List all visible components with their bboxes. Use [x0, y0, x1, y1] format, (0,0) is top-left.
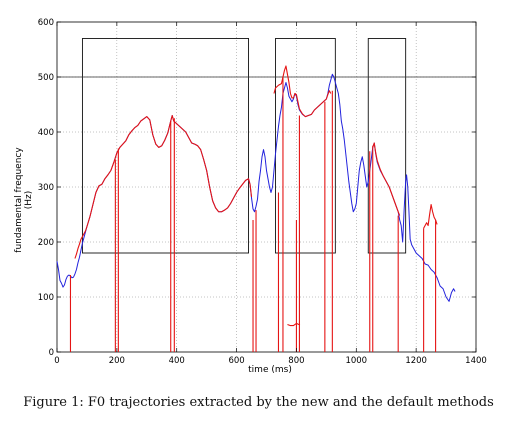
box-overlays — [81, 38, 407, 254]
x-tick-label: 200 — [109, 356, 125, 366]
y-tick-label: 0 — [49, 348, 54, 358]
plot-area — [56, 21, 477, 353]
figure-caption: Figure 1: F0 trajectories extracted by t… — [23, 395, 494, 410]
y-tick-label: 600 — [38, 18, 54, 28]
x-tick-label: 600 — [228, 356, 244, 366]
red-series-line — [74, 114, 253, 259]
box-region — [275, 38, 336, 254]
x-tick-label: 0 — [54, 356, 59, 366]
x-tick-label: 1400 — [465, 356, 487, 366]
x-tick-label: 1000 — [345, 356, 367, 366]
x-tick-label: 800 — [288, 356, 304, 366]
y-tick-label: 200 — [38, 238, 54, 248]
red-series-line — [423, 204, 438, 229]
y-tick-label: 500 — [38, 73, 54, 83]
red-series-line — [372, 142, 401, 216]
series-layer — [56, 65, 456, 352]
x-axis-label: time (ms) — [248, 365, 292, 375]
y-tick-label: 300 — [38, 183, 54, 193]
y-tick-label: 100 — [38, 293, 54, 303]
x-tick-label: 1200 — [405, 356, 427, 366]
box-region — [81, 38, 249, 254]
tick-layer: 0 200 400 600 800 1000 1200 1400 0 100 200 300 400 50… — [38, 18, 487, 366]
x-tick-label: 400 — [169, 356, 185, 366]
red-series-line — [273, 65, 332, 118]
box-region — [367, 38, 407, 254]
y-axis-label: fundamental frequency (Hz) — [14, 147, 34, 253]
y-tick-label: 400 — [38, 128, 54, 138]
